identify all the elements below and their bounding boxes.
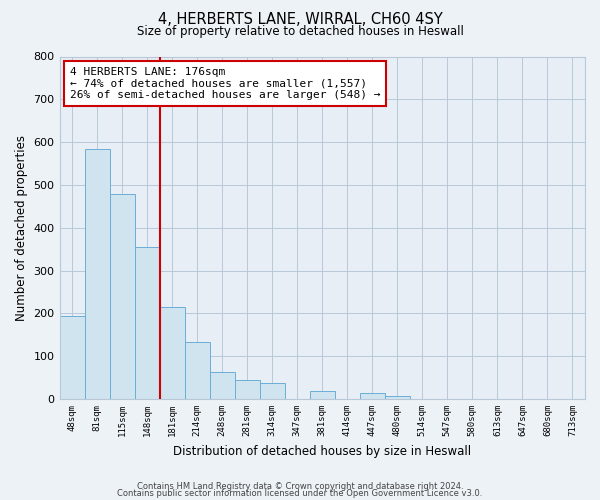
- Text: Contains HM Land Registry data © Crown copyright and database right 2024.: Contains HM Land Registry data © Crown c…: [137, 482, 463, 491]
- Bar: [85, 148, 110, 399]
- Text: Contains public sector information licensed under the Open Government Licence v3: Contains public sector information licen…: [118, 489, 482, 498]
- Bar: [310, 392, 335, 399]
- Bar: [385, 396, 410, 399]
- Bar: [235, 380, 260, 399]
- Bar: [209, 372, 235, 399]
- Bar: [185, 342, 209, 399]
- Y-axis label: Number of detached properties: Number of detached properties: [15, 135, 28, 321]
- Text: 4, HERBERTS LANE, WIRRAL, CH60 4SY: 4, HERBERTS LANE, WIRRAL, CH60 4SY: [158, 12, 442, 28]
- Bar: [134, 247, 160, 399]
- Bar: [160, 307, 185, 399]
- Bar: [360, 394, 385, 399]
- X-axis label: Distribution of detached houses by size in Heswall: Distribution of detached houses by size …: [173, 444, 472, 458]
- Text: 4 HERBERTS LANE: 176sqm
← 74% of detached houses are smaller (1,557)
26% of semi: 4 HERBERTS LANE: 176sqm ← 74% of detache…: [70, 67, 380, 100]
- Bar: [110, 194, 134, 399]
- Text: Size of property relative to detached houses in Heswall: Size of property relative to detached ho…: [137, 25, 463, 38]
- Bar: [260, 383, 285, 399]
- Bar: [59, 316, 85, 399]
